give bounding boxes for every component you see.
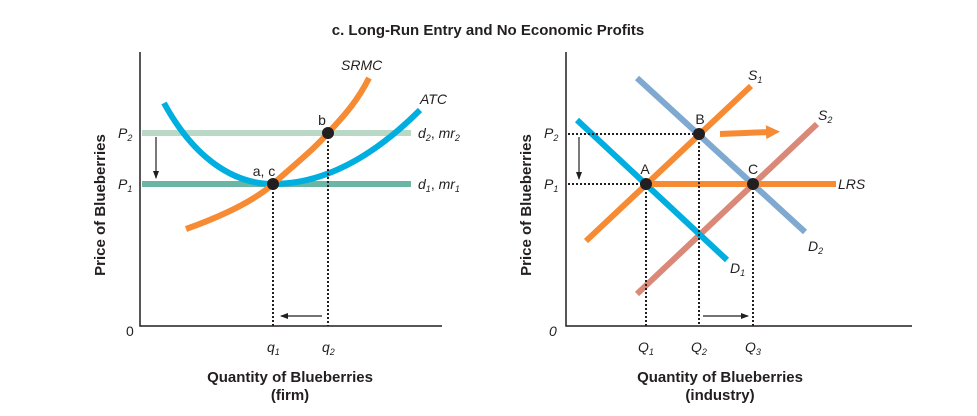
firm-axes bbox=[139, 52, 442, 327]
atc-curve bbox=[161, 101, 423, 188]
firm-panel: Price of Blueberries Quantity of Blueber… bbox=[92, 52, 460, 404]
supply-shift-arrow bbox=[719, 125, 780, 140]
firm-y-axis-label: Price of Blueberries bbox=[92, 134, 109, 276]
industry-x-axis-sublabel: (industry) bbox=[685, 387, 754, 404]
d2-label: D2 bbox=[808, 238, 823, 256]
s1-label: S1 bbox=[748, 67, 762, 85]
firm-p1-label: P1 bbox=[118, 176, 132, 194]
supply-s1-line bbox=[583, 83, 754, 244]
srmc-label: SRMC bbox=[341, 57, 383, 73]
point-B-label: B bbox=[695, 111, 704, 127]
point-b-label: b bbox=[318, 112, 326, 128]
industry-p2-label: P2 bbox=[544, 125, 558, 143]
industry-p1-label: P1 bbox=[544, 176, 558, 194]
firm-x-axis-sublabel: (firm) bbox=[271, 387, 309, 404]
point-B bbox=[693, 128, 705, 140]
industry-origin-label: 0 bbox=[549, 323, 557, 339]
firm-d1-mr1-label: d1, mr1 bbox=[418, 176, 460, 194]
industry-axes bbox=[565, 52, 912, 327]
firm-q1-label: q1 bbox=[267, 339, 280, 357]
figure-title: c. Long-Run Entry and No Economic Profit… bbox=[332, 22, 645, 39]
firm-d2-mr2-label: d2, mr2 bbox=[418, 125, 460, 143]
atc-label: ATC bbox=[419, 91, 448, 107]
point-ac-label: a, c bbox=[253, 163, 276, 179]
lrs-label: LRS bbox=[838, 176, 866, 192]
point-A bbox=[640, 178, 652, 190]
industry-Q1-label: Q1 bbox=[638, 339, 654, 357]
srmc-curve bbox=[184, 76, 372, 232]
d1-label: D1 bbox=[730, 260, 745, 278]
industry-Q3-label: Q3 bbox=[745, 339, 761, 357]
firm-x-axis-label: Quantity of Blueberries bbox=[207, 369, 373, 386]
firm-q2-label: q2 bbox=[322, 339, 335, 357]
point-ac bbox=[267, 178, 279, 190]
demand-d2-line bbox=[634, 75, 808, 235]
industry-panel: Price of Blueberries Quantity of Blueber… bbox=[518, 52, 912, 404]
industry-Q2-label: Q2 bbox=[691, 339, 707, 357]
firm-p2-label: P2 bbox=[118, 125, 132, 143]
supply-s2-line bbox=[634, 121, 820, 297]
firm-origin-label: 0 bbox=[126, 323, 134, 339]
industry-y-axis-label: Price of Blueberries bbox=[518, 134, 535, 276]
point-b bbox=[322, 127, 334, 139]
point-A-label: A bbox=[640, 161, 650, 177]
demand-d1-line bbox=[574, 117, 730, 263]
point-C-label: C bbox=[748, 161, 758, 177]
point-C bbox=[747, 178, 759, 190]
s2-label: S2 bbox=[818, 107, 832, 125]
industry-x-axis-label: Quantity of Blueberries bbox=[637, 369, 803, 386]
